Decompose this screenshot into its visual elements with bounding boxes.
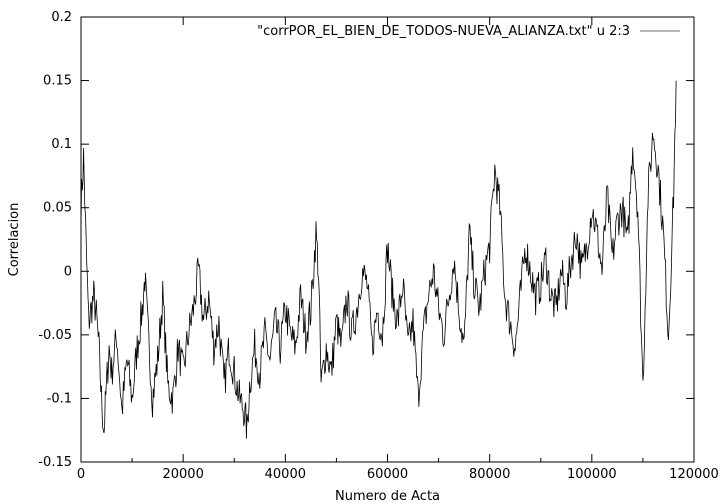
y-tick-label: -0.05 bbox=[38, 328, 72, 343]
y-tick-label: 0 bbox=[64, 264, 72, 279]
y-tick-label: -0.15 bbox=[38, 455, 72, 470]
y-tick-label: 0.1 bbox=[51, 137, 72, 152]
x-tick-label: 0 bbox=[77, 467, 85, 482]
x-tick-label: 100000 bbox=[567, 467, 617, 482]
axis-ticks bbox=[80, 16, 695, 463]
x-tick-label: 20000 bbox=[162, 467, 203, 482]
legend: "corrPOR_EL_BIEN_DE_TODOS-NUEVA_ALIANZA.… bbox=[257, 24, 680, 39]
y-axis-label: Correlacion bbox=[7, 203, 22, 277]
series-line bbox=[80, 80, 677, 439]
y-tick-label: 0.2 bbox=[51, 10, 72, 25]
y-tick-label: 0.05 bbox=[43, 201, 72, 216]
series-group bbox=[80, 80, 677, 439]
legend-label: "corrPOR_EL_BIEN_DE_TODOS-NUEVA_ALIANZA.… bbox=[257, 24, 630, 39]
x-tick-label: 40000 bbox=[265, 467, 306, 482]
y-tick-label: -0.1 bbox=[47, 391, 72, 406]
x-axis-label: Numero de Acta bbox=[335, 489, 440, 504]
axis-tick-labels: 0 20000 40000 60000 80000 100000 120000 -0.15 -0… bbox=[38, 10, 718, 482]
y-tick-label: 0.15 bbox=[43, 74, 72, 89]
x-tick-label: 60000 bbox=[367, 467, 408, 482]
x-tick-label: 80000 bbox=[469, 467, 510, 482]
x-tick-label: 120000 bbox=[669, 467, 719, 482]
